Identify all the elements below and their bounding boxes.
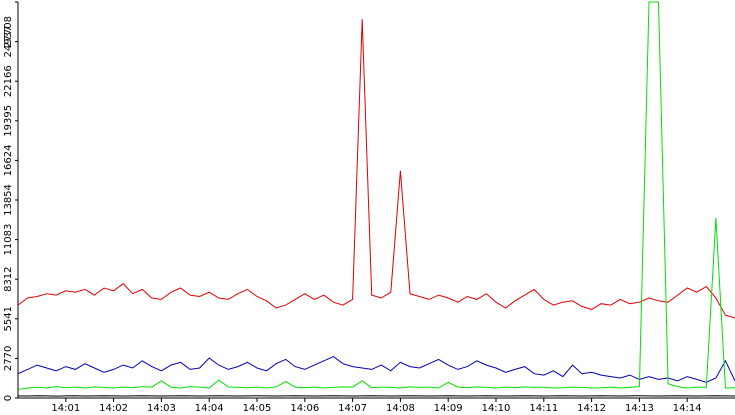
x-tick-label: 14:09 [434,403,463,414]
x-tick-label: 14:14 [673,403,702,414]
y-tick-label: 5541 [3,306,14,331]
x-tick-label: 14:12 [577,403,606,414]
x-tick-label: 14:08 [386,403,415,414]
y-tick-label: 0 [3,395,14,401]
series-line [17,1,735,390]
x-tick-label: 14:05 [243,403,272,414]
x-tick-label: 14:11 [529,403,558,414]
y-tick-label: 24937 [3,26,14,58]
x-tick-label: 14:06 [290,403,319,414]
x-tick-label: 14:10 [482,403,511,414]
y-tick-label: 22166 [3,65,14,97]
series-line [17,19,735,319]
y-tick-label: 8312 [3,266,14,291]
y-tick-label: 13854 [3,184,14,216]
y-tick-label: 2770 [3,346,14,371]
x-tick-label: 14:07 [338,403,367,414]
x-tick-label: 14:01 [51,403,80,414]
y-tick-label: 11083 [3,224,14,256]
y-tick-label: 16624 [3,145,14,177]
series-line [17,356,735,383]
x-tick-label: 14:13 [625,403,654,414]
y-tick-label: 27708 [3,16,14,48]
x-tick-label: 14:02 [99,403,128,414]
x-tick-label: 14:03 [147,403,176,414]
x-tick-label: 14:04 [195,403,224,414]
y-tick-label: 19395 [3,105,14,137]
